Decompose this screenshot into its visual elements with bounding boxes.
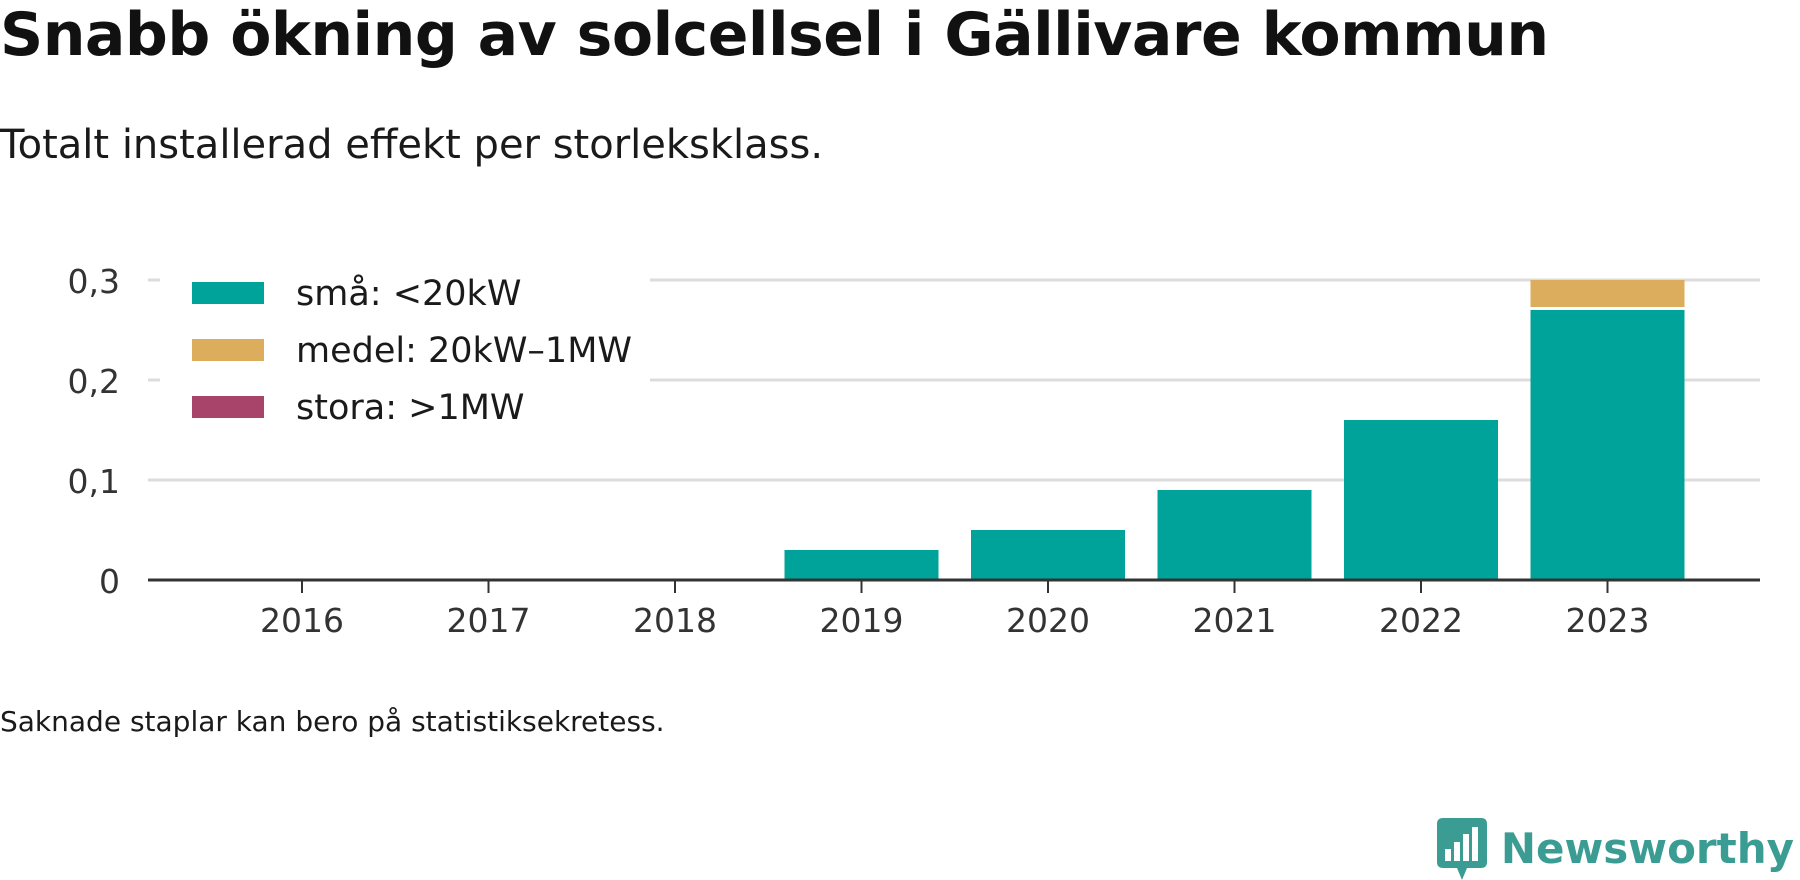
- legend-swatch: [192, 282, 264, 304]
- brand-logo: Newsworthy: [1436, 818, 1794, 880]
- x-axis: 2016 2017 2018 2019 2020 2021 2022 2023: [148, 578, 1760, 640]
- legend-label: medel: 20kW–1MW: [296, 331, 632, 371]
- legend-swatch: [192, 339, 264, 361]
- y-tick-label: 0,1: [68, 462, 120, 501]
- page-title: Snabb ökning av solcellsel i Gällivare k…: [0, 0, 1549, 70]
- bar-2019-series-0: [784, 550, 939, 580]
- newsworthy-logo-icon: [1436, 818, 1487, 880]
- x-tick-label: 2021: [1193, 601, 1277, 640]
- x-tick-label: 2018: [633, 601, 717, 640]
- x-tick-label: 2020: [1006, 601, 1090, 640]
- page-subtitle: Totalt installerad effekt per storlekskl…: [0, 122, 824, 168]
- bar-2023-series-1: [1530, 280, 1685, 307]
- legend-label: små: <20kW: [296, 273, 521, 314]
- footnote: Saknade staplar kan bero på statistiksek…: [0, 705, 665, 738]
- x-tick-label: 2016: [260, 601, 344, 640]
- y-tick-label: 0,2: [68, 362, 120, 401]
- y-tick-label: 0,3: [68, 262, 120, 301]
- legend-swatch: [192, 396, 264, 418]
- x-tick-label: 2017: [447, 601, 531, 640]
- legend: små: <20kW medel: 20kW–1MW stora: >1MW: [160, 268, 650, 428]
- brand-name: Newsworthy: [1500, 824, 1794, 873]
- x-tick-label: 2022: [1379, 601, 1463, 640]
- bar-chart: 00,10,20,3 2016 2017 2018 2019 2020 2021 2022 2…: [68, 262, 1760, 640]
- x-tick-label: 2023: [1566, 601, 1650, 640]
- bar-2022-series-0: [1344, 420, 1498, 580]
- legend-label: stora: >1MW: [296, 388, 525, 428]
- x-tick-label: 2019: [820, 601, 904, 640]
- y-axis-ticks: 0 0,1 0,2 0,3: [68, 262, 120, 601]
- bar-2023-series-0: [1530, 310, 1685, 580]
- bar-2021-series-0: [1157, 490, 1312, 580]
- y-tick-label: 0: [99, 562, 120, 601]
- bar-2020-series-0: [971, 530, 1125, 580]
- bars: [784, 280, 1685, 580]
